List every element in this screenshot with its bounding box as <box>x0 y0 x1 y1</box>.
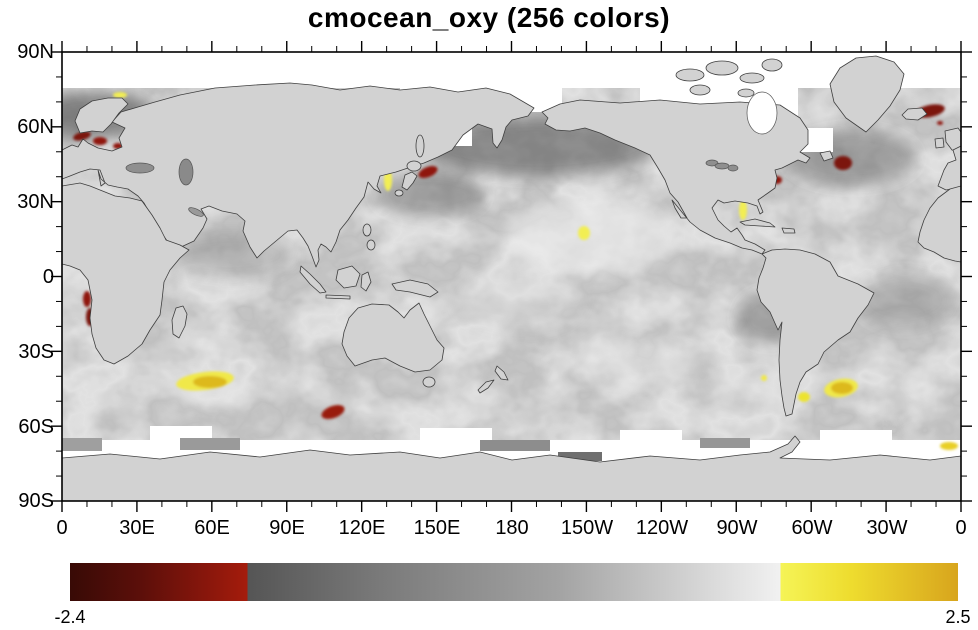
caspian-sea <box>178 158 194 186</box>
black-sea <box>125 162 155 174</box>
land-japan <box>401 171 418 191</box>
land-new-zealand-north <box>494 365 509 381</box>
land-greenland <box>829 55 905 133</box>
lat-label-30n: 30N <box>17 191 54 213</box>
land-africa-west <box>917 185 961 263</box>
land-africa <box>62 182 190 365</box>
lat-label-90s: 90S <box>18 490 54 512</box>
land-philippines-north <box>362 223 372 237</box>
land-hispaniola <box>781 227 796 234</box>
lat-label-0: 0 <box>42 266 54 288</box>
land-cuba <box>739 218 776 228</box>
land-australia <box>341 302 445 373</box>
colorbar-min-label: -2.4 <box>54 607 86 627</box>
anomaly-patches <box>73 92 958 450</box>
lon-label-0e: 0 <box>56 517 68 539</box>
axis-ticks <box>51 41 972 512</box>
colorbar-max-label: 2.5 <box>945 607 971 627</box>
land-java <box>325 294 351 300</box>
land-new-zealand-south <box>477 379 495 394</box>
land-scandinavia <box>74 97 129 134</box>
lat-label-60s: 60S <box>18 416 54 438</box>
land-sumatra <box>299 265 327 294</box>
colorbar <box>70 563 958 601</box>
lon-label-150w: 150W <box>560 517 614 539</box>
land-borneo <box>335 265 361 289</box>
lat-label-60n: 60N <box>17 116 54 138</box>
land-ireland <box>934 137 945 149</box>
lon-label-180: 180 <box>495 517 529 539</box>
lon-label-120w: 120W <box>635 517 689 539</box>
lon-label-30e: 30E <box>119 517 155 539</box>
land-north-america <box>541 99 811 255</box>
lon-label-60w: 60W <box>791 517 833 539</box>
great-lake-1 <box>705 159 719 167</box>
lon-label-60e: 60E <box>194 517 230 539</box>
land-antarctica <box>62 435 961 501</box>
continents <box>62 55 961 501</box>
land-madagascar <box>171 305 188 339</box>
land-kyushu <box>394 189 404 197</box>
land-tasmania <box>422 376 436 388</box>
lon-label-90w: 90W <box>716 517 758 539</box>
land-philippines-south <box>366 239 376 251</box>
persian-gulf <box>188 207 204 217</box>
land-south-america <box>756 248 875 417</box>
land-hokkaido <box>406 160 422 172</box>
land-new-guinea <box>391 279 439 298</box>
lon-label-30w: 30W <box>866 517 908 539</box>
land-arctic-islands <box>675 58 783 98</box>
lat-label-30s: 30S <box>18 341 54 363</box>
land-sakhalin <box>415 134 425 158</box>
lon-label-150e: 150E <box>413 517 461 539</box>
land-sulawesi <box>360 271 372 292</box>
great-lake-2 <box>714 162 730 170</box>
lon-label-90e: 90E <box>269 517 305 539</box>
hudson-bay <box>746 91 778 135</box>
land-iceland <box>901 107 928 121</box>
great-lake-3 <box>727 164 739 172</box>
land-britain <box>944 127 961 153</box>
plot-title: cmocean_oxy (256 colors) <box>307 2 671 33</box>
lon-label-120e: 120E <box>338 517 386 539</box>
lat-label-90n: 90N <box>17 41 54 63</box>
inland-seas <box>125 91 778 217</box>
lon-label-0w: 0 <box>955 517 967 539</box>
land-newfoundland <box>819 150 834 162</box>
